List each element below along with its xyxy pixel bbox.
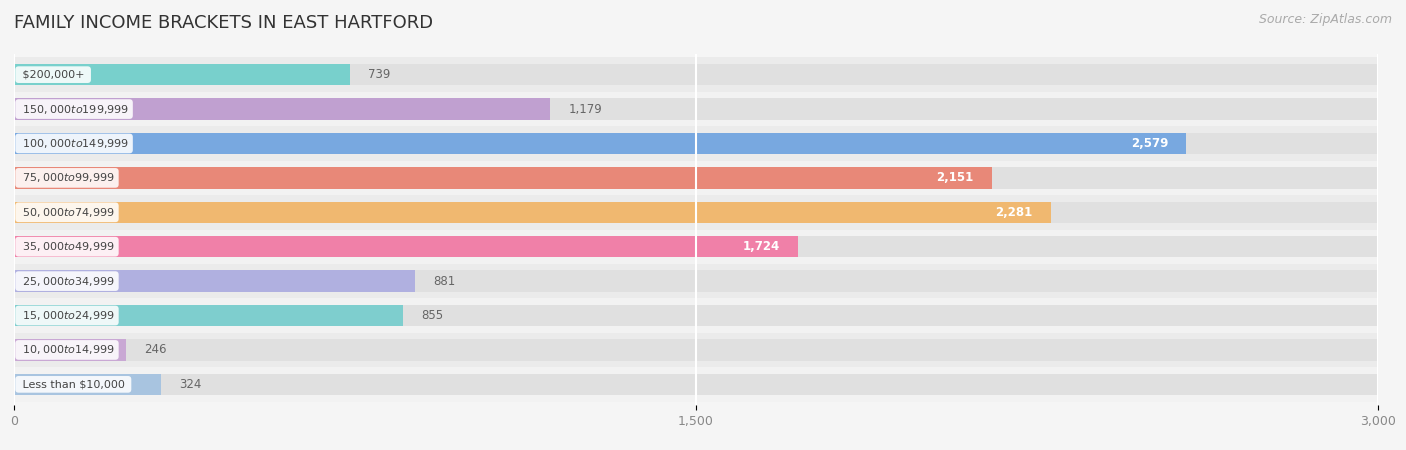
Bar — [14, 64, 1378, 86]
Text: 2,579: 2,579 — [1130, 137, 1168, 150]
Text: $150,000 to $199,999: $150,000 to $199,999 — [18, 103, 129, 116]
Text: 739: 739 — [368, 68, 391, 81]
Text: 324: 324 — [180, 378, 202, 391]
Bar — [14, 99, 1378, 120]
Text: $25,000 to $34,999: $25,000 to $34,999 — [18, 274, 115, 288]
Bar — [14, 339, 1378, 360]
Bar — [14, 305, 402, 326]
Text: $35,000 to $49,999: $35,000 to $49,999 — [18, 240, 115, 253]
Text: 881: 881 — [433, 274, 456, 288]
Text: 2,281: 2,281 — [995, 206, 1033, 219]
Bar — [14, 133, 1187, 154]
Text: $200,000+: $200,000+ — [18, 70, 87, 80]
Text: 2,151: 2,151 — [936, 171, 974, 184]
Bar — [14, 230, 1378, 264]
Bar — [14, 339, 127, 360]
Bar — [14, 64, 350, 86]
Text: Source: ZipAtlas.com: Source: ZipAtlas.com — [1258, 14, 1392, 27]
Bar — [14, 236, 1378, 257]
Bar — [14, 202, 1378, 223]
Bar — [14, 298, 1378, 333]
Text: $10,000 to $14,999: $10,000 to $14,999 — [18, 343, 115, 356]
Bar — [14, 264, 1378, 298]
Text: 246: 246 — [143, 343, 166, 356]
Bar — [14, 167, 991, 189]
Text: $75,000 to $99,999: $75,000 to $99,999 — [18, 171, 115, 184]
Bar — [14, 167, 1378, 189]
Bar — [14, 374, 1378, 395]
Bar — [14, 305, 1378, 326]
Bar — [14, 270, 1378, 292]
Bar — [14, 126, 1378, 161]
Bar — [14, 202, 1052, 223]
Text: FAMILY INCOME BRACKETS IN EAST HARTFORD: FAMILY INCOME BRACKETS IN EAST HARTFORD — [14, 14, 433, 32]
Bar — [14, 333, 1378, 367]
Bar — [14, 58, 1378, 92]
Text: $15,000 to $24,999: $15,000 to $24,999 — [18, 309, 115, 322]
Bar — [14, 195, 1378, 230]
Bar — [14, 367, 1378, 401]
Bar — [14, 133, 1378, 154]
Text: Less than $10,000: Less than $10,000 — [18, 379, 128, 389]
Text: 1,724: 1,724 — [742, 240, 779, 253]
Bar — [14, 236, 797, 257]
Bar — [14, 92, 1378, 126]
Bar — [14, 99, 550, 120]
Text: 1,179: 1,179 — [568, 103, 602, 116]
Text: 855: 855 — [420, 309, 443, 322]
Text: $100,000 to $149,999: $100,000 to $149,999 — [18, 137, 129, 150]
Bar — [14, 161, 1378, 195]
Bar — [14, 374, 162, 395]
Text: $50,000 to $74,999: $50,000 to $74,999 — [18, 206, 115, 219]
Bar — [14, 270, 415, 292]
